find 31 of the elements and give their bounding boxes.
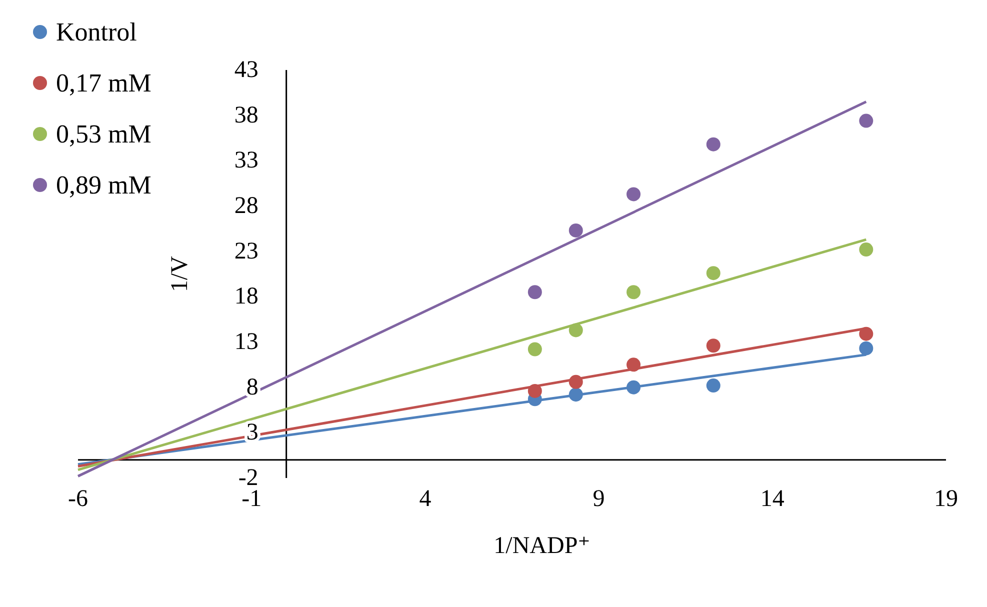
- y-tick-label: 33: [234, 148, 258, 174]
- legend-label: 0,53 mM: [56, 120, 152, 148]
- x-tick-label: 4: [419, 486, 432, 512]
- point: [528, 285, 542, 300]
- point: [706, 137, 720, 152]
- point: [706, 378, 720, 393]
- legend-label: 0,17 mM: [56, 68, 152, 98]
- x-tick-label: 9: [592, 486, 605, 512]
- y-tick-label: 38: [234, 102, 258, 128]
- x-axis-title: 1/NADP⁺: [494, 533, 590, 559]
- y-tick-label: 43: [234, 57, 258, 83]
- point: [706, 338, 720, 353]
- y-axis-title: 1/V: [167, 255, 193, 292]
- x-tick-label: -6: [68, 486, 88, 512]
- y-tick-label: 23: [234, 238, 258, 264]
- point: [626, 187, 641, 202]
- point: [626, 285, 641, 300]
- x-tick-label: 19: [934, 486, 958, 512]
- point: [859, 114, 874, 128]
- point: [859, 341, 874, 356]
- point: [568, 223, 583, 238]
- legend-label: 0,89 mM: [56, 170, 152, 200]
- point: [528, 342, 542, 356]
- legend-label: Kontrol: [56, 18, 137, 46]
- y-tick-label: 13: [234, 329, 258, 355]
- point: [706, 266, 720, 280]
- x-tick-label: 14: [760, 486, 784, 512]
- point: [859, 242, 874, 257]
- y-tick-label: 18: [234, 284, 258, 310]
- y-tick-label: 28: [234, 193, 258, 219]
- point: [859, 326, 874, 341]
